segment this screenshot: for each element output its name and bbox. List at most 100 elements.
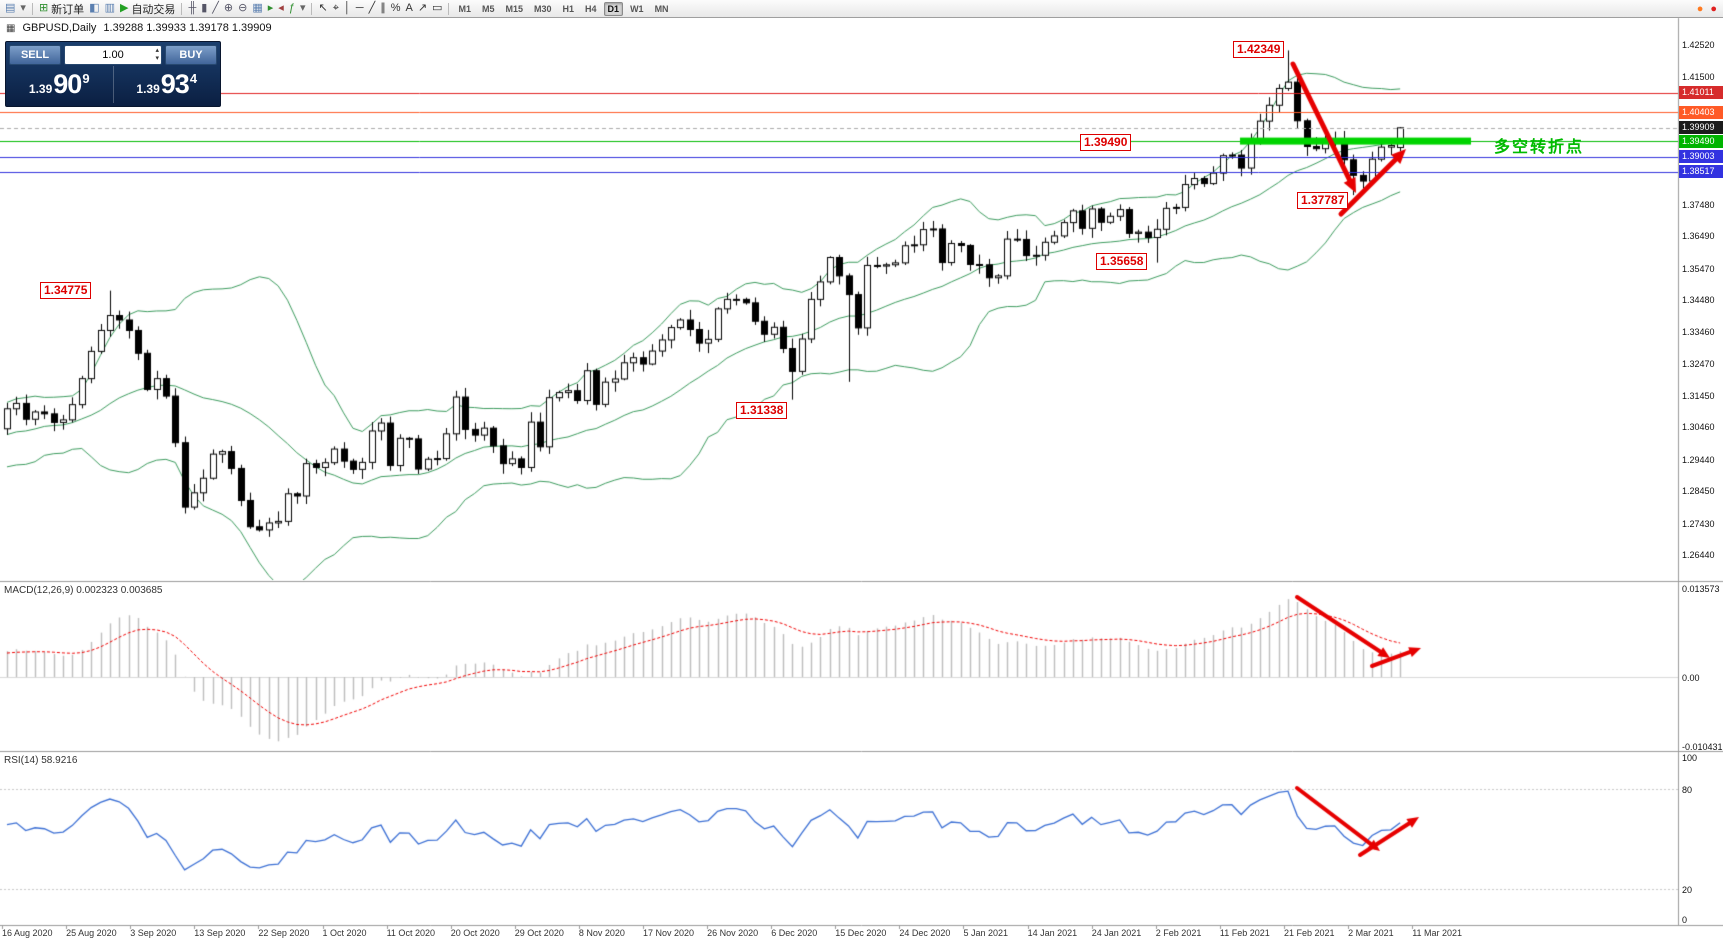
indicators-icon: ƒ <box>288 2 295 14</box>
date-label: 22 Sep 2020 <box>258 928 310 938</box>
new-chart-button[interactable]: ▤ <box>3 1 17 16</box>
candlestick-chart-button[interactable]: ▮ <box>199 1 209 16</box>
fibonacci-button[interactable]: % <box>389 1 403 16</box>
timeframe-w1-button[interactable]: W1 <box>630 3 644 14</box>
timeframe-m15-button[interactable]: M15 <box>505 3 523 14</box>
shapes-button[interactable]: ▭ <box>430 1 444 16</box>
date-label: 20 Oct 2020 <box>450 928 500 938</box>
price-tick: 1.32470 <box>1682 358 1715 369</box>
fibonacci-icon: % <box>390 2 401 14</box>
date-label: 5 Jan 2021 <box>963 928 1009 938</box>
volume-up-icon[interactable]: ▴ <box>155 47 159 54</box>
sell-button-label: SELL <box>20 49 50 61</box>
volume-value: 1.00 <box>102 49 124 61</box>
price-tick: 1.28450 <box>1682 486 1715 497</box>
date-label: 2 Feb 2021 <box>1155 928 1202 938</box>
toolbar-separator <box>31 2 33 15</box>
indicators-button[interactable]: ƒ <box>287 1 297 16</box>
zoom-in-button[interactable]: ⊕ <box>222 1 235 16</box>
toolbar-separator <box>448 2 450 15</box>
timeframe-d1-button[interactable]: D1 <box>603 1 624 16</box>
timeframe-h1-button[interactable]: H1 <box>562 3 575 14</box>
crosshair-icon: ⌖ <box>332 2 339 14</box>
horizontal-line-icon: ─ <box>355 2 364 14</box>
shapes-icon: ▭ <box>432 2 443 14</box>
data-window-button[interactable]: ▥ <box>103 1 117 16</box>
date-label: 17 Nov 2020 <box>643 928 695 938</box>
equidistant-channel-button[interactable]: ∥ <box>378 1 388 16</box>
chart-shift-button[interactable]: ◂ <box>276 1 286 16</box>
price-tick: 1.41500 <box>1682 72 1715 83</box>
timeframe-m5-button[interactable]: M5 <box>481 3 495 14</box>
bar-chart-button[interactable]: ╫ <box>186 1 198 16</box>
timeframe-m1-button[interactable]: M1 <box>458 3 471 14</box>
buy-price: 1.39 93 4 <box>112 66 221 103</box>
zoom-out-icon: ⊖ <box>238 2 248 14</box>
buy-price-big: 93 <box>160 69 190 99</box>
price-badge-1.40403: 1.40403 <box>1679 105 1723 119</box>
chart-title-bar: ▦ GBPUSD,Daily 1.39288 1.39933 1.39178 1… <box>6 22 272 34</box>
new-order-icon: ⊞ <box>38 2 49 14</box>
cursor-button[interactable]: ↖ <box>316 1 329 16</box>
text-tool-button[interactable]: A <box>403 1 414 16</box>
crosshair-button[interactable]: ⌖ <box>331 1 341 16</box>
arrows-tool-icon: ↗ <box>417 2 428 14</box>
community-icon[interactable]: ● <box>1696 2 1704 15</box>
text-tool-icon: A <box>405 2 413 14</box>
price-tick: 1.34480 <box>1682 294 1715 305</box>
buy-button[interactable]: BUY <box>165 45 217 65</box>
market-watch-button[interactable]: ◧ <box>87 1 101 16</box>
bull-bear-turning-point-label[interactable]: 多空转折点 <box>1494 139 1585 156</box>
vertical-line-button[interactable]: │ <box>342 1 353 16</box>
period-dropdown-button[interactable]: ▾ <box>298 1 308 16</box>
rsi-scale-label: 80 <box>1682 785 1693 796</box>
trendline-button[interactable]: ╱ <box>367 1 378 16</box>
date-label: 24 Dec 2020 <box>899 928 951 938</box>
rsi-indicator-label: RSI(14) 58.9216 <box>4 755 78 766</box>
zoom-out-button[interactable]: ⊖ <box>236 1 249 16</box>
timeframe-mn-button[interactable]: MN <box>654 3 669 14</box>
sell-price-pip: 9 <box>82 70 90 86</box>
price-tick: 1.36490 <box>1682 231 1715 242</box>
price-tick: 1.35470 <box>1682 263 1715 274</box>
autotrading-button[interactable]: ▶ 自动交易 <box>118 1 177 16</box>
price-badge-1.39490: 1.39490 <box>1679 134 1723 148</box>
new-chart-dropdown-icon: ▾ <box>20 2 26 14</box>
timeframe-h4-button[interactable]: H4 <box>585 3 597 14</box>
rsi-scale-label: 20 <box>1682 884 1693 895</box>
sell-button[interactable]: SELL <box>9 45 61 65</box>
rsi-scale-label: 100 <box>1682 753 1698 763</box>
equidistant-channel-icon: ∥ <box>380 2 386 14</box>
price-tick: 1.31450 <box>1682 391 1715 402</box>
macd-scale-label: 0.00 <box>1682 673 1700 683</box>
price-badge-1.38517: 1.38517 <box>1679 165 1723 179</box>
new-chart-dropdown-button[interactable]: ▾ <box>18 1 28 16</box>
line-chart-button[interactable]: ╱ <box>210 1 221 16</box>
line-chart-icon: ╱ <box>212 2 219 14</box>
buy-price-base: 1.39 <box>136 81 160 96</box>
volume-down-icon[interactable]: ▾ <box>155 55 159 62</box>
ohlc-readout: 1.39288 1.39933 1.39178 1.39909 <box>103 22 272 34</box>
tile-windows-button[interactable]: ▦ <box>250 1 264 16</box>
volume-input[interactable]: 1.00 ▴ ▾ <box>64 45 162 65</box>
data-window-icon: ▥ <box>104 2 115 14</box>
new-order-button[interactable]: ⊞ 新订单 <box>37 1 86 16</box>
date-label: 11 Mar 2021 <box>1412 928 1463 938</box>
autotrading-icon: ▶ <box>119 2 129 14</box>
date-label: 2 Mar 2021 <box>1348 928 1394 938</box>
date-label: 16 Aug 2020 <box>2 928 53 938</box>
buy-price-pip: 4 <box>189 70 198 86</box>
time-axis: 16 Aug 2020 25 Aug 2020 3 Sep 2020 13 Sep 2… <box>0 927 1723 939</box>
rsi-scale-label: 0 <box>1682 915 1688 925</box>
date-label: 29 Oct 2020 <box>514 928 564 938</box>
auto-scroll-button[interactable]: ▸ <box>266 1 276 16</box>
horizontal-line-button[interactable]: ─ <box>354 1 366 16</box>
autotrading-label: 自动交易 <box>131 3 176 16</box>
news-alert-icon[interactable]: ● <box>1710 2 1717 15</box>
arrows-tool-button[interactable]: ↗ <box>416 1 429 16</box>
timeframe-m30-button[interactable]: M30 <box>534 3 552 14</box>
sell-price: 1.39 90 9 <box>6 66 113 103</box>
macd-indicator-label: MACD(12,26,9) 0.002323 0.003685 <box>4 585 163 596</box>
one-click-trading-panel: SELL 1.00 ▴ ▾ BUY 1.39 90 9 1.39 93 4 <box>5 41 221 107</box>
